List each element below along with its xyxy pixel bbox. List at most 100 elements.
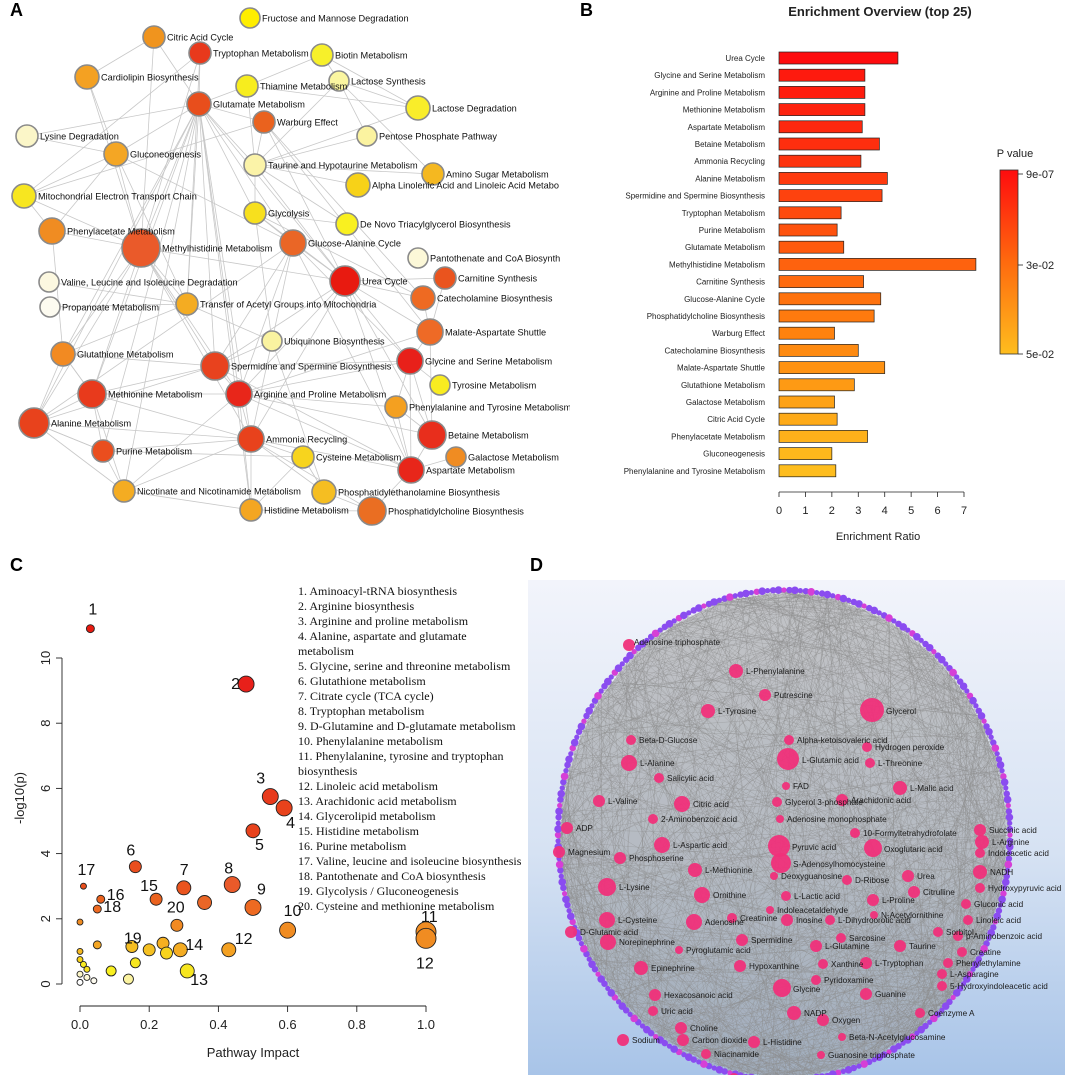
ring-node	[980, 945, 988, 953]
node-gluconic-acid	[961, 899, 971, 909]
ring-node	[765, 588, 771, 594]
node-label-fad: FAD	[793, 782, 809, 791]
ring-node	[565, 755, 573, 764]
node-l-valine	[593, 795, 605, 807]
legend-item: 5. Glycine, serine and threonine metabol…	[298, 659, 511, 673]
node-amino-sugar-metabolism	[421, 162, 445, 186]
bar-malate-aspartate-shuttle	[778, 361, 886, 374]
ring-node	[840, 1068, 846, 1074]
node-uric-acid	[648, 1006, 658, 1016]
bar-aspartate-metabolism	[778, 120, 863, 134]
network-edge	[62, 103, 200, 355]
ring-node	[561, 891, 568, 897]
node-label-inosine: Inosine	[796, 916, 823, 925]
ring-node	[614, 664, 623, 672]
node-n-acetylornithine	[870, 911, 878, 919]
network-edge	[344, 277, 446, 282]
node-label-gluconic-acid: Gluconic acid	[974, 900, 1024, 909]
node-salicylic-acid	[654, 773, 664, 783]
ring-node	[818, 590, 826, 597]
node-label-tyrosine-metabolism: Tyrosine Metabolism	[452, 381, 537, 391]
bar-spermidine-and-spermine-biosynthesis	[778, 189, 883, 202]
network-edge	[254, 164, 434, 175]
point-13	[179, 963, 195, 979]
node-label-taurine-and-hypotaurine-metabolism: Taurine and Hypotaurine Metabolism	[268, 161, 418, 171]
node-label-oxoglutaric-acid: Oxoglutaric acid	[884, 845, 943, 854]
bar-label-arginine-and-proline-metabolism: Arginine and Proline Metabolism	[650, 88, 766, 97]
node-adp	[561, 822, 573, 834]
bar-label-methylhistidine-metabolism: Methylhistidine Metabolism	[669, 260, 765, 269]
network-edge	[409, 360, 412, 471]
network-edge	[26, 135, 117, 155]
ring-node	[949, 668, 957, 677]
bar-purine-metabolism	[778, 223, 838, 237]
network-edge	[250, 438, 373, 512]
ring-node	[1005, 802, 1011, 809]
node-malate-aspartate-shuttle	[416, 318, 444, 346]
network-edge	[238, 393, 412, 471]
network-edge	[250, 456, 304, 511]
node-oxygen	[817, 1014, 829, 1026]
ring-node	[1000, 773, 1007, 780]
ring-node	[856, 1063, 862, 1069]
node-fad	[782, 782, 790, 790]
node-label-sorbitol: Sorbitol	[946, 928, 974, 937]
ring-node	[1002, 885, 1008, 891]
node-l-cysteine	[599, 912, 615, 928]
node-label-nadp: NADP	[804, 1009, 827, 1018]
node-alanine-metabolism	[18, 407, 50, 439]
ring-node	[605, 985, 611, 992]
ring-node	[1003, 795, 1012, 804]
ring-node	[1006, 837, 1014, 845]
x-axis-label: Pathway Impact	[207, 1045, 300, 1060]
node-biotin-metabolism	[310, 43, 334, 67]
node-l-dihydroorotic-acid	[825, 915, 835, 925]
bar-label-galactose-metabolism: Galactose Metabolism	[686, 398, 765, 407]
ring-node	[952, 989, 961, 997]
point-label-9: 9	[257, 881, 266, 898]
ring-node	[595, 971, 601, 977]
x-tick-label: 0	[776, 505, 782, 517]
node-propanoate-metabolism	[39, 296, 61, 318]
bar-glutathione-metabolism	[778, 378, 855, 392]
ring-node	[781, 587, 787, 593]
bar-tryptophan-metabolism	[778, 206, 842, 220]
node-citric-acid-cycle	[142, 25, 166, 49]
node-label-coenzyme-a: Coenzyme A	[928, 1009, 975, 1018]
point	[129, 957, 141, 969]
node-label-catecholamine-biosynthesis: Catecholamine Biosynthesis	[437, 294, 553, 304]
ring-node	[567, 912, 575, 921]
legend-item: biosynthesis	[298, 764, 358, 778]
network-edge	[123, 438, 252, 492]
node-label-beta-n-acetylglucosamine: Beta-N-Acetylglucosamine	[849, 1033, 946, 1042]
network-edge	[140, 36, 155, 249]
ring-node	[564, 761, 571, 769]
ring-node	[618, 1002, 627, 1010]
node-label-arginine-and-proline-metabolism: Arginine and Proline Metabolism	[254, 390, 387, 400]
network-edge	[62, 353, 216, 367]
bar-label-methionine-metabolism: Methionine Metabolism	[683, 106, 766, 115]
ring-node	[615, 999, 622, 1005]
x-tick-label: 5	[908, 505, 914, 517]
legend-item: 1. Aminoacyl-tRNA biosynthesis	[298, 584, 457, 598]
node-label-citric-acid-cycle: Citric Acid Cycle	[167, 33, 233, 43]
point-1	[85, 624, 95, 634]
node-label-phosphatidylethanolamine-biosynthesis: Phosphatidylethanolamine Biosynthesis	[338, 488, 500, 498]
point-label-2: 2	[231, 676, 240, 693]
node-alpha-ketoisovaleric-acid	[784, 735, 794, 745]
node-pyroglutamic-acid	[675, 946, 683, 954]
ring-node	[694, 604, 703, 612]
node-alpha-linolenic-acid-and-linoleic-acid-metabo	[345, 172, 371, 198]
node-label-de-novo-triacylglycerol-biosynthesis: De Novo Triacylglycerol Biosynthesis	[360, 220, 511, 230]
ring-node	[964, 688, 970, 694]
node-label-indoleacetaldehyde: Indoleacetaldehyde	[777, 906, 848, 915]
node-label-methionine-metabolism: Methionine Metabolism	[108, 390, 203, 400]
node-niacinamide	[701, 1049, 711, 1059]
node-epinephrine	[634, 961, 648, 975]
node-glutathione-metabolism	[50, 341, 76, 367]
ring-node	[554, 831, 562, 839]
point-label-12: 12	[235, 931, 253, 948]
node-oxoglutaric-acid	[864, 839, 882, 857]
node-label-tryptophan-metabolism: Tryptophan Metabolism	[213, 49, 309, 59]
